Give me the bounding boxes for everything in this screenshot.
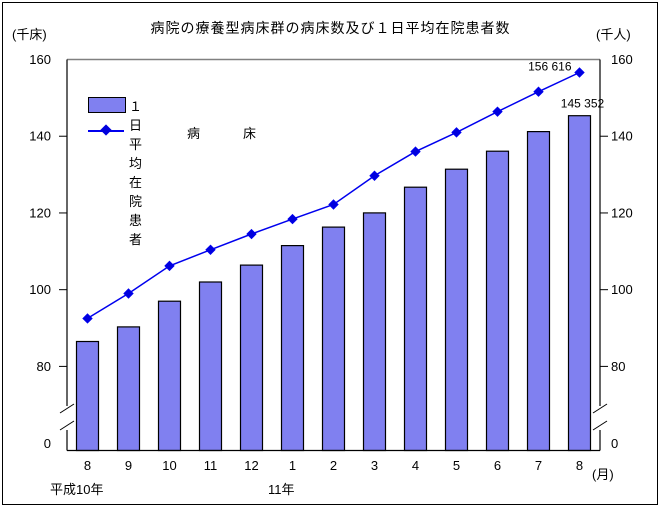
right-y-label-140: 140	[611, 129, 633, 144]
x-label-8-idx12: 8	[576, 458, 583, 473]
legend-line-label: 病 床	[187, 126, 258, 141]
bar-month-8-idx0	[75, 340, 100, 452]
line-point-month-5-idx9	[451, 127, 462, 138]
x-label-1-idx5: 1	[289, 458, 296, 473]
line-point-month-7-idx11	[533, 86, 544, 97]
line-point-month-10-idx2	[164, 260, 175, 272]
right-y-label-80: 80	[611, 359, 625, 374]
bar-month-1-idx5	[280, 245, 305, 452]
left-y-label-120: 120	[29, 205, 51, 220]
line-point-month-12-idx4	[246, 228, 257, 240]
chart-title: 病院の療養型病床群の病床数及び１日平均在院患者数	[150, 20, 511, 36]
bar-month-10-idx2	[157, 300, 182, 452]
bar-month-6-idx10	[485, 150, 510, 452]
era-label-year11: 11年	[268, 482, 295, 497]
x-label-10-idx2: 10	[162, 458, 176, 473]
x-label-12-idx4: 12	[244, 458, 258, 473]
left-y-label-160: 160	[29, 52, 51, 67]
y-axis-right-break-mark	[592, 403, 608, 414]
x-label-9-idx1: 9	[125, 458, 132, 473]
left-axis-unit-label: (千床)	[12, 27, 47, 42]
x-label-7-idx11: 7	[535, 458, 542, 473]
x-label-6-idx10: 6	[494, 458, 501, 473]
bar-month-7-idx11	[526, 131, 551, 452]
right-y-label-160: 160	[611, 52, 633, 67]
line-point-month-6-idx10	[492, 106, 503, 117]
x-axis-unit-label: (月)	[592, 467, 614, 482]
line-point-month-4-idx8	[410, 146, 421, 157]
right-y-label-0: 0	[611, 436, 618, 451]
x-label-11-idx3: 11	[204, 458, 218, 473]
bar-month-5-idx9	[444, 168, 469, 452]
left-y-label-100: 100	[29, 282, 51, 297]
line-point-month-11-idx3	[205, 244, 216, 255]
x-label-3-idx7: 3	[371, 458, 378, 473]
line-point-month-2-idx6	[328, 199, 339, 210]
annotation-beds-last-value: 156 616	[528, 59, 572, 73]
x-label-8-idx0: 8	[84, 458, 91, 473]
legend-bar-swatch	[88, 97, 126, 113]
x-label-5-idx9: 5	[453, 458, 460, 473]
y-axis-left-break-mark	[59, 403, 75, 414]
era-label-heisei10: 平成10年	[50, 482, 104, 497]
x-label-2-idx6: 2	[330, 458, 337, 473]
right-axis-unit-label: (千人)	[596, 27, 631, 42]
line-point-month-3-idx7	[369, 170, 380, 181]
y-axis-right-break-mark	[592, 420, 608, 431]
left-y-label-140: 140	[29, 129, 51, 144]
line-point-month-8-idx12	[574, 67, 585, 78]
line-point-month-1-idx5	[287, 213, 298, 225]
bar-month-9-idx1	[116, 326, 141, 452]
annotation-patients-last-value: 145 352	[561, 97, 605, 111]
legend-bar-label: １日平均在院患者	[129, 99, 143, 247]
bar-month-3-idx7	[362, 212, 387, 452]
right-y-label-120: 120	[611, 205, 633, 220]
bar-month-2-idx6	[321, 226, 346, 452]
line-point-month-9-idx1	[123, 288, 134, 299]
left-y-label-0: 0	[44, 436, 51, 451]
right-y-label-100: 100	[611, 282, 633, 297]
left-y-label-80: 80	[37, 359, 51, 374]
bar-month-12-idx4	[239, 264, 264, 452]
bar-month-11-idx3	[198, 281, 223, 452]
line-point-month-8-idx0	[82, 313, 93, 324]
x-label-4-idx8: 4	[412, 458, 419, 473]
bar-month-4-idx8	[403, 186, 428, 452]
bar-month-8-idx12	[567, 115, 592, 452]
y-axis-left-break-mark	[59, 420, 75, 431]
